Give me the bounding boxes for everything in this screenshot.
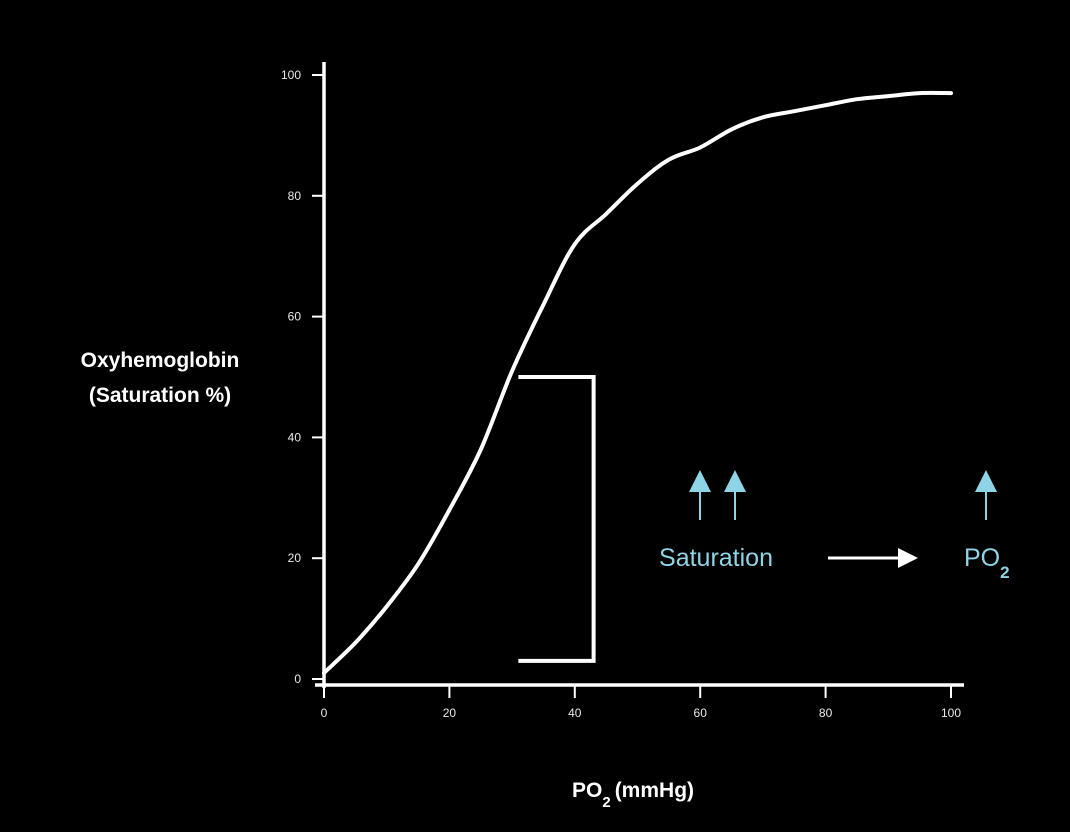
right-arrow-icon [828,548,918,568]
y-axis-ticks: 0 20 40 60 80 100 [281,68,324,686]
saturation-arrows [689,470,746,520]
curve-layer [322,90,953,675]
x-axis-ticks: 0 20 40 60 80 100 [321,685,961,720]
po2-label: PO2 [964,544,1010,582]
y-tick-label: 100 [281,68,301,82]
y-tick-label: 20 [288,551,302,565]
y-tick-label: 80 [288,189,302,203]
po2-arrows [975,470,997,520]
y-tick-label: 60 [288,310,302,324]
saturation-po2-annotation: Saturation PO2 [659,470,1010,582]
up-arrow-icon [975,470,997,520]
saturation-label: Saturation [659,544,773,572]
x-tick-label: 60 [694,706,708,720]
x-tick-label: 80 [819,706,833,720]
x-axis-title-subscript: 2 [602,794,610,811]
up-arrow-icon [689,470,711,520]
x-axis-title-main: PO [572,779,602,802]
axes [315,62,964,688]
x-tick-label: 20 [443,706,457,720]
up-arrow-icon [724,470,746,520]
po2-label-main: PO [964,544,1000,572]
x-tick-label: 0 [321,706,328,720]
y-tick-label: 0 [294,672,301,686]
po2-label-subscript: 2 [1000,563,1009,582]
x-tick-label: 40 [568,706,582,720]
x-tick-label: 100 [941,706,961,720]
y-tick-label: 40 [288,430,302,444]
x-axis-title-unit: (mmHg) [615,779,694,802]
y-axis-title-line2: (Saturation %) [89,384,231,407]
saturation-drop-bracket [518,375,596,663]
saturation-curve [322,90,953,675]
x-axis-title: PO2 (mmHg) [572,779,694,811]
y-axis-title-line1: Oxyhemoglobin [81,349,240,372]
bracket-layer [518,375,596,663]
